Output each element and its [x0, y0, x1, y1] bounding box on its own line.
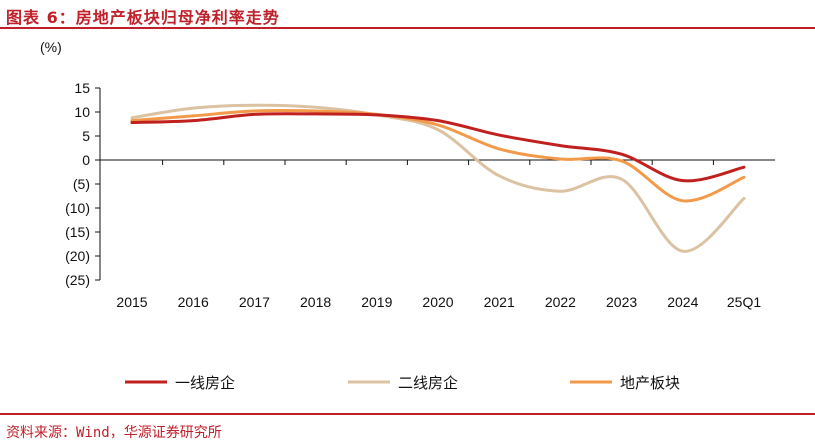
series-line — [130, 109, 746, 203]
legend-label: 二线房企 — [398, 374, 458, 392]
x-tick-label: 2024 — [667, 294, 698, 310]
source-note: 资料来源：Wind，华源证券研究所 — [6, 425, 222, 441]
series-line — [130, 112, 746, 183]
x-tick-label: 2015 — [116, 294, 147, 310]
title-divider — [0, 27, 815, 29]
x-tick-label: 2023 — [606, 294, 637, 310]
series-line — [130, 103, 746, 253]
x-tick-label: 2020 — [422, 294, 453, 310]
x-tick-label: 2022 — [545, 294, 576, 310]
x-tick-label: 25Q1 — [727, 294, 761, 310]
legend-label: 地产板块 — [620, 374, 680, 392]
y-tick-label: 10 — [74, 104, 90, 120]
y-tick-label: (25) — [65, 272, 90, 288]
x-tick-label: 2016 — [178, 294, 209, 310]
x-tick-label: 2018 — [300, 294, 331, 310]
y-axis-label: (%) — [40, 39, 62, 55]
x-tick-label: 2021 — [484, 294, 515, 310]
chart-title: 图表 6：房地产板块归母净利率走势 — [6, 8, 280, 27]
x-tick-label: 2017 — [239, 294, 270, 310]
y-tick-label: (10) — [65, 200, 90, 216]
y-tick-label: 0 — [82, 152, 90, 168]
y-tick-label: (15) — [65, 224, 90, 240]
y-tick-label: (20) — [65, 248, 90, 264]
y-tick-label: 15 — [74, 80, 90, 96]
y-tick-label: 5 — [82, 128, 90, 144]
footer-divider — [0, 413, 815, 415]
x-tick-label: 2019 — [361, 294, 392, 310]
y-tick-label: (5) — [73, 176, 90, 192]
legend-label: 一线房企 — [175, 374, 235, 392]
